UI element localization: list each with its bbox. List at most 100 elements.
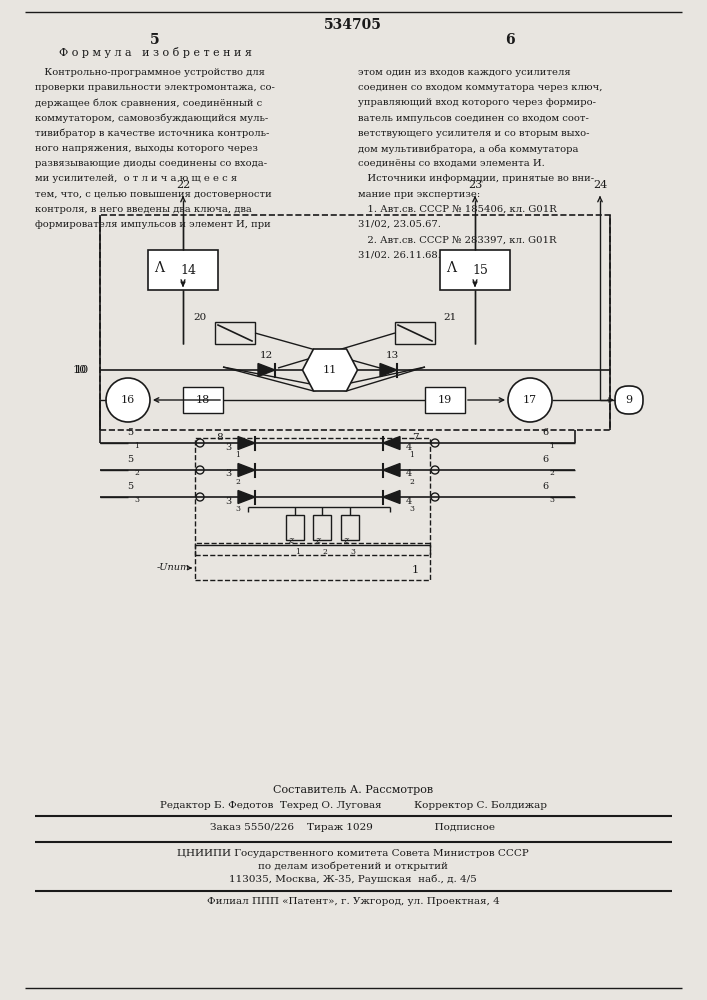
Text: 2: 2: [549, 469, 554, 477]
Text: ветствующего усилителя и со вторым выхо-: ветствующего усилителя и со вторым выхо-: [358, 129, 590, 138]
Text: 2: 2: [235, 478, 240, 486]
Text: Редактор Б. Федотов  Техред О. Луговая          Корректор С. Болдижар: Редактор Б. Федотов Техред О. Луговая Ко…: [160, 802, 547, 810]
Text: z: z: [343, 536, 348, 545]
Text: ми усилителей,  о т л и ч а ю щ е е с я: ми усилителей, о т л и ч а ю щ е е с я: [35, 174, 237, 183]
Text: 31/02. 26.11.68.: 31/02. 26.11.68.: [358, 250, 441, 259]
Text: Филиал ППП «Патент», г. Ужгород, ул. Проектная, 4: Филиал ППП «Патент», г. Ужгород, ул. Про…: [206, 898, 499, 906]
Bar: [440, 250, 510, 290]
Text: 22: 22: [176, 180, 190, 190]
Text: ватель импульсов соединен со входом соот-: ватель импульсов соединен со входом соот…: [358, 114, 589, 123]
Text: 6: 6: [542, 482, 548, 491]
Polygon shape: [303, 349, 358, 391]
Text: 534705: 534705: [324, 18, 382, 32]
Text: 8: 8: [216, 432, 223, 442]
Bar: [100, 215, 610, 430]
Text: Ф о р м у л а   и з о б р е т е н и я: Ф о р м у л а и з о б р е т е н и я: [59, 47, 252, 58]
Text: Контрольно-программное устройство для: Контрольно-программное устройство для: [35, 68, 265, 77]
FancyBboxPatch shape: [615, 386, 643, 414]
Text: 17: 17: [523, 395, 537, 405]
Text: 31/02, 23.05.67.: 31/02, 23.05.67.: [358, 220, 441, 229]
Circle shape: [196, 439, 204, 447]
Text: 18: 18: [196, 395, 210, 405]
Text: 7: 7: [411, 432, 419, 442]
Text: дом мультивибратора, а оба коммутатора: дом мультивибратора, а оба коммутатора: [358, 144, 578, 153]
Text: Заказ 5550/226    Тираж 1029                   Подписное: Заказ 5550/226 Тираж 1029 Подписное: [211, 822, 496, 832]
Polygon shape: [383, 464, 400, 477]
Text: 5: 5: [150, 33, 160, 47]
Text: контроля, в него введены два ключа, два: контроля, в него введены два ключа, два: [35, 205, 252, 214]
Text: тем, что, с целью повышения достоверности: тем, что, с целью повышения достоверност…: [35, 190, 271, 199]
Text: соединёны со входами элемента И.: соединёны со входами элемента И.: [358, 159, 545, 168]
Text: 14: 14: [180, 263, 196, 276]
Text: ЦНИИПИ Государственного комитета Совета Министров СССР: ЦНИИПИ Государственного комитета Совета …: [177, 848, 529, 857]
Text: мание при экспертизе:: мание при экспертизе:: [358, 190, 480, 199]
Text: развязывающие диоды соединены со входа-: развязывающие диоды соединены со входа-: [35, 159, 267, 168]
Text: 1: 1: [549, 442, 554, 450]
Bar: [148, 250, 218, 290]
Bar: [195, 543, 430, 580]
Polygon shape: [258, 363, 275, 376]
Text: формирователя импульсов и элемент И, при: формирователя импульсов и элемент И, при: [35, 220, 271, 229]
Text: ного напряжения, выходы которого через: ного напряжения, выходы которого через: [35, 144, 258, 153]
Text: 24: 24: [593, 180, 607, 190]
Circle shape: [431, 493, 439, 501]
Text: 1: 1: [409, 451, 414, 459]
Circle shape: [196, 466, 204, 474]
Text: z: z: [315, 536, 320, 545]
Text: 11: 11: [323, 365, 337, 375]
Text: управляющий вход которого через формиро-: управляющий вход которого через формиро-: [358, 98, 596, 107]
Polygon shape: [238, 490, 255, 504]
Text: 3: 3: [226, 442, 232, 452]
Text: 3: 3: [409, 505, 414, 513]
Text: -Uпит: -Uпит: [157, 564, 190, 572]
Text: 9: 9: [626, 395, 633, 405]
Bar: [286, 515, 304, 540]
Text: 5: 5: [127, 428, 133, 437]
Bar: [312, 358, 348, 382]
Text: по делам изобретений и открытий: по делам изобретений и открытий: [258, 861, 448, 871]
Text: 21: 21: [443, 312, 456, 322]
Text: 3: 3: [235, 505, 240, 513]
Text: 6: 6: [506, 33, 515, 47]
Bar: [341, 515, 359, 540]
Text: 1: 1: [295, 548, 300, 556]
Text: 13: 13: [385, 352, 399, 360]
Text: 6: 6: [542, 455, 548, 464]
Circle shape: [431, 439, 439, 447]
Text: 3: 3: [549, 496, 554, 504]
Text: Λ: Λ: [154, 261, 164, 275]
Circle shape: [508, 378, 552, 422]
Circle shape: [106, 378, 150, 422]
Bar: [425, 387, 465, 413]
Text: коммутатором, самовозбуждающийся муль-: коммутатором, самовозбуждающийся муль-: [35, 114, 268, 123]
Text: 1: 1: [411, 565, 419, 575]
Text: 1: 1: [134, 442, 139, 450]
Text: z: z: [288, 536, 293, 545]
Text: 113035, Москва, Ж-35, Раушская  наб., д. 4/5: 113035, Москва, Ж-35, Раушская наб., д. …: [229, 874, 477, 884]
Text: 19: 19: [438, 395, 452, 405]
Bar: [313, 515, 331, 540]
Text: 3: 3: [226, 496, 232, 506]
Text: соединен со входом коммутатора через ключ,: соединен со входом коммутатора через клю…: [358, 83, 602, 92]
Circle shape: [431, 466, 439, 474]
Text: 3: 3: [134, 496, 139, 504]
Text: 6: 6: [542, 428, 548, 437]
Text: держащее блок сравнения, соединённый с: держащее блок сравнения, соединённый с: [35, 98, 262, 108]
Polygon shape: [238, 436, 255, 450]
Bar: [195, 438, 430, 555]
Text: 4: 4: [406, 496, 412, 506]
Polygon shape: [380, 363, 397, 376]
Text: 2: 2: [134, 469, 139, 477]
Text: 16: 16: [121, 395, 135, 405]
Text: 1: 1: [235, 451, 240, 459]
Text: этом один из входов каждого усилителя: этом один из входов каждого усилителя: [358, 68, 571, 77]
Text: 4: 4: [406, 470, 412, 479]
Bar: [215, 322, 255, 344]
Text: 5: 5: [127, 482, 133, 491]
Text: 12: 12: [259, 352, 273, 360]
Text: 23: 23: [468, 180, 482, 190]
Text: 4: 4: [406, 442, 412, 452]
Text: 2: 2: [409, 478, 414, 486]
Text: Источники информации, принятые во вни-: Источники информации, принятые во вни-: [358, 174, 594, 183]
Bar: [395, 322, 435, 344]
